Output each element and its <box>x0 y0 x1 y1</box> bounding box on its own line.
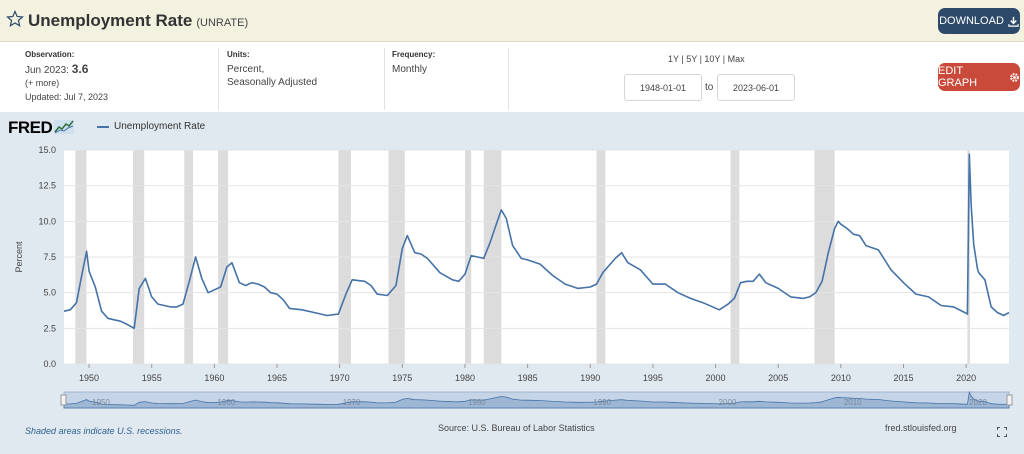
chart-legend: Unemployment Rate <box>97 121 205 132</box>
recession-note: Shaded areas indicate U.S. recessions. <box>25 426 183 436</box>
edit-graph-label: EDIT GRAPH <box>938 65 978 89</box>
series-id: (UNRATE) <box>196 17 249 29</box>
x-tick-label: 2005 <box>768 373 788 383</box>
updated-date: Updated: Jul 7, 2023 <box>25 92 109 102</box>
x-tick-label: 1965 <box>267 373 287 383</box>
x-tick-label: 2010 <box>831 373 851 383</box>
frequency-block: Frequency: Monthly <box>392 48 435 76</box>
divider <box>384 48 385 110</box>
source-credit: Source: U.S. Bureau of Labor Statistics <box>438 423 595 433</box>
observation-block: Observation: Jun 2023: 3.6 (+ more) Upda… <box>25 48 108 104</box>
units-block: Units: Percent, Seasonally Adjusted <box>227 48 317 89</box>
line-chart[interactable]: 0.0 2.5 5.0 7.5 10.0 12.5 15.0 1950 1955 1960 1965… <box>0 112 1024 454</box>
navigator-label: 2000 <box>719 398 737 407</box>
range-1y[interactable]: 1Y <box>668 54 679 64</box>
x-tick-label: 1955 <box>142 373 162 383</box>
range-10y[interactable]: 10Y <box>704 54 721 64</box>
to-label: to <box>705 82 714 93</box>
units-line2: Seasonally Adjusted <box>227 77 318 88</box>
observation-label: Observation: <box>25 50 75 59</box>
x-tick-label: 2020 <box>956 373 976 383</box>
download-label: DOWNLOAD <box>939 15 1004 27</box>
navigator-label: 1950 <box>92 398 110 407</box>
x-tick-label: 1980 <box>455 373 475 383</box>
frequency-label: Frequency: <box>392 50 436 59</box>
y-tick-label: 15.0 <box>38 145 56 155</box>
navigator-label: 2020 <box>969 398 987 407</box>
series-line <box>63 153 1010 330</box>
navigator-label: 1990 <box>593 398 611 407</box>
series-title: Unemployment Rate <box>28 11 193 30</box>
range-5y[interactable]: 5Y <box>686 54 698 64</box>
x-tick-label: 1975 <box>392 373 412 383</box>
x-tick-label: 1950 <box>79 373 99 383</box>
x-tick-label: 1995 <box>643 373 663 383</box>
divider <box>508 48 509 110</box>
y-tick-label: 5.0 <box>43 288 56 298</box>
legend-swatch <box>97 125 109 128</box>
legend-label: Unemployment Rate <box>114 121 206 132</box>
more-link[interactable]: (+ more) <box>25 78 60 88</box>
y-tick-label: 0.0 <box>43 359 56 369</box>
navigator-handle-right[interactable] <box>1006 394 1013 406</box>
start-date-input[interactable]: 1948-01-01 <box>624 74 702 101</box>
fred-logo: FRED <box>8 118 75 138</box>
end-date-input[interactable]: 2023-06-01 <box>717 74 795 101</box>
units-label: Units: <box>227 50 250 59</box>
download-button[interactable]: DOWNLOAD <box>938 8 1020 34</box>
star-icon[interactable] <box>6 10 24 28</box>
edit-graph-button[interactable]: EDIT GRAPH <box>938 63 1020 91</box>
site-link[interactable]: fred.stlouisfed.org <box>885 423 957 433</box>
units-line1: Percent, <box>227 64 265 75</box>
range-selector: 1Y | 5Y | 10Y | Max <box>668 54 745 64</box>
observation-date: Jun 2023: <box>25 65 69 76</box>
page-title: Unemployment Rate (UNRATE) <box>28 11 248 31</box>
fullscreen-icon[interactable] <box>997 427 1007 437</box>
x-tick-label: 2015 <box>893 373 913 383</box>
title-bar: Unemployment Rate (UNRATE) DOWNLOAD <box>0 0 1024 42</box>
x-tick-label: 1985 <box>518 373 538 383</box>
fred-logo-text: FRED <box>8 118 53 137</box>
navigator-label: 1980 <box>468 398 486 407</box>
series-meta: Observation: Jun 2023: 3.6 (+ more) Upda… <box>0 42 1024 112</box>
navigator-label: 1960 <box>217 398 235 407</box>
y-tick-label: 7.5 <box>43 252 56 262</box>
y-tick-label: 2.5 <box>43 323 56 333</box>
navigator-handle-left[interactable] <box>60 394 67 406</box>
frequency-value: Monthly <box>392 64 428 75</box>
x-tick-label: 2000 <box>706 373 726 383</box>
navigator-series <box>63 390 1010 409</box>
navigator-label: 1970 <box>343 398 361 407</box>
chart-logo-icon <box>54 120 75 134</box>
download-icon <box>1008 16 1019 27</box>
navigator-label: 2010 <box>844 398 862 407</box>
gear-icon <box>1010 72 1019 82</box>
divider <box>218 48 219 110</box>
range-max[interactable]: Max <box>727 54 745 64</box>
observation-value: 3.6 <box>71 62 89 76</box>
y-tick-label: 12.5 <box>38 181 56 191</box>
y-tick-label: 10.0 <box>38 216 56 226</box>
x-tick-label: 1990 <box>580 373 600 383</box>
x-tick-label: 1970 <box>330 373 350 383</box>
y-axis-label: Percent <box>14 241 24 273</box>
x-tick-label: 1960 <box>204 373 224 383</box>
